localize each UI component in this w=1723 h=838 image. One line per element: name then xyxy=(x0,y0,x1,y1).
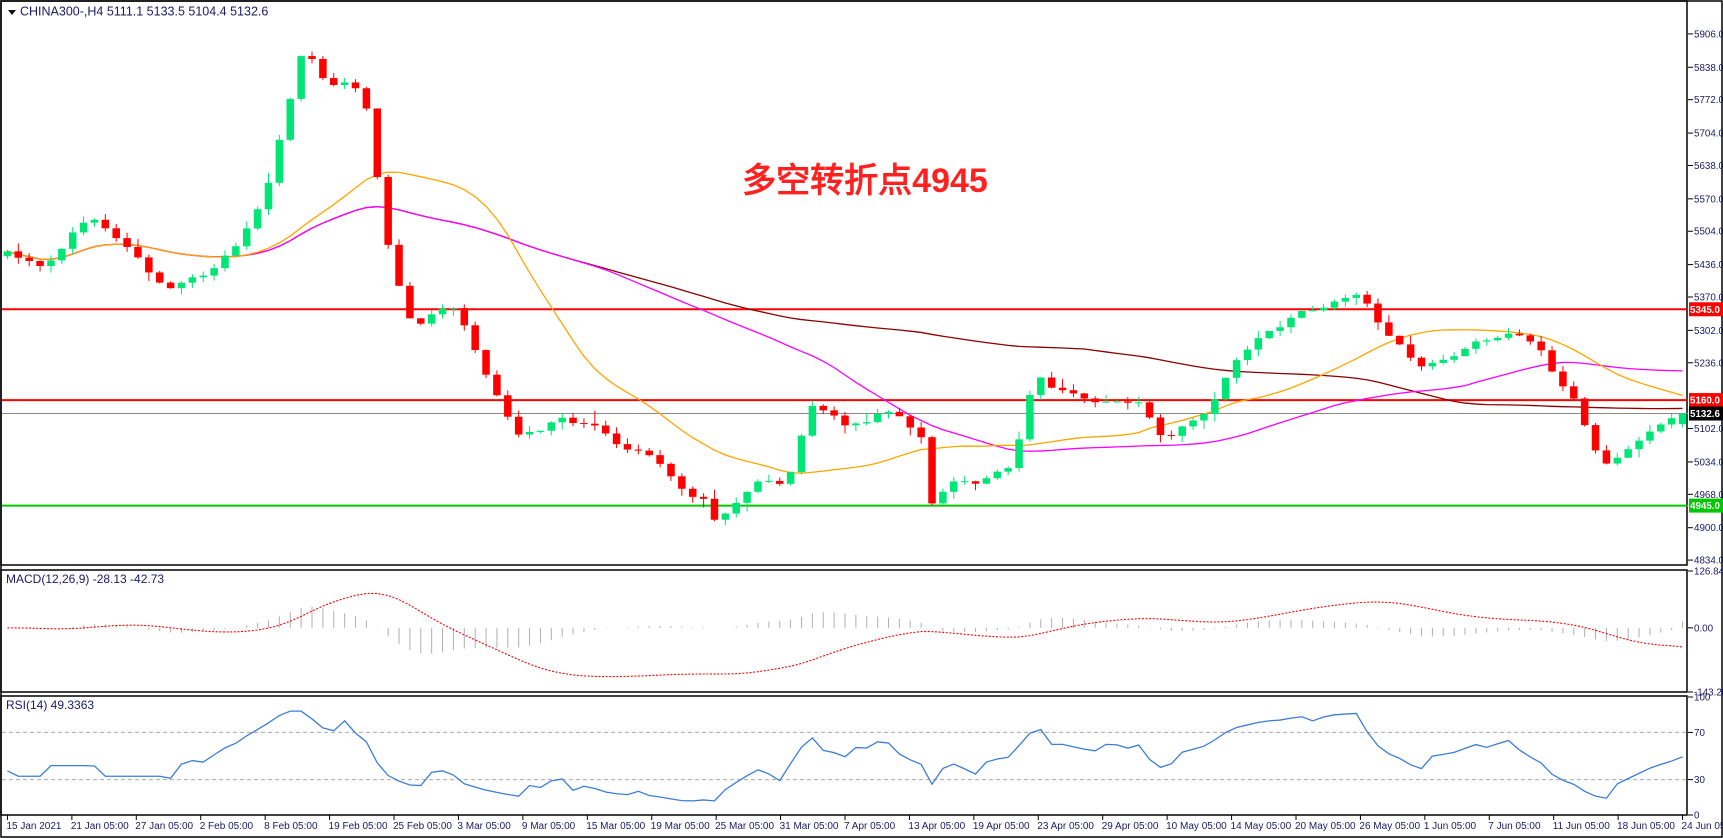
svg-text:5772.0: 5772.0 xyxy=(1694,95,1723,106)
svg-text:9 Mar 05:00: 9 Mar 05:00 xyxy=(522,821,576,832)
svg-text:多空转折点4945: 多空转折点4945 xyxy=(742,162,988,200)
svg-text:126.84: 126.84 xyxy=(1694,567,1723,578)
svg-text:5436.0: 5436.0 xyxy=(1694,260,1723,271)
svg-text:25 Mar 05:00: 25 Mar 05:00 xyxy=(715,821,774,832)
svg-text:5160.0: 5160.0 xyxy=(1690,396,1721,407)
svg-text:19 Apr 05:00: 19 Apr 05:00 xyxy=(973,821,1030,832)
svg-text:30: 30 xyxy=(1694,775,1705,786)
svg-text:100: 100 xyxy=(1694,693,1711,704)
svg-text:31 Mar 05:00: 31 Mar 05:00 xyxy=(780,821,839,832)
svg-text:11 Jun 05:00: 11 Jun 05:00 xyxy=(1553,821,1611,832)
svg-text:5704.0: 5704.0 xyxy=(1694,129,1723,140)
svg-text:7 Apr 05:00: 7 Apr 05:00 xyxy=(844,821,896,832)
svg-text:26 May 05:00: 26 May 05:00 xyxy=(1359,821,1420,832)
svg-text:4900.0: 4900.0 xyxy=(1694,523,1723,534)
svg-text:5345.0: 5345.0 xyxy=(1690,305,1721,316)
svg-text:23 Apr 05:00: 23 Apr 05:00 xyxy=(1037,821,1094,832)
svg-text:24 Jun 05:00: 24 Jun 05:00 xyxy=(1682,821,1723,832)
svg-text:4834.0: 4834.0 xyxy=(1694,556,1723,567)
svg-text:5570.0: 5570.0 xyxy=(1694,194,1723,205)
svg-text:CHINA300-,H4 5111.1 5133.5 5: CHINA300-,H4 5111.1 5133.5 5104.4 5132.6 xyxy=(20,5,268,19)
svg-text:15 Jan 2021: 15 Jan 2021 xyxy=(6,821,61,832)
svg-text:21 Jan 05:00: 21 Jan 05:00 xyxy=(71,821,129,832)
svg-text:5504.0: 5504.0 xyxy=(1694,227,1723,238)
svg-text:14 May 05:00: 14 May 05:00 xyxy=(1231,821,1292,832)
svg-text:4945.0: 4945.0 xyxy=(1690,501,1721,512)
svg-text:27 Jan 05:00: 27 Jan 05:00 xyxy=(135,821,193,832)
svg-text:13 Apr 05:00: 13 Apr 05:00 xyxy=(908,821,965,832)
svg-text:19 Mar 05:00: 19 Mar 05:00 xyxy=(651,821,710,832)
svg-text:5102.0: 5102.0 xyxy=(1694,424,1723,435)
svg-text:10 May 05:00: 10 May 05:00 xyxy=(1166,821,1227,832)
svg-text:15 Mar 05:00: 15 Mar 05:00 xyxy=(586,821,645,832)
svg-text:3 Mar 05:00: 3 Mar 05:00 xyxy=(457,821,511,832)
svg-text:8 Feb 05:00: 8 Feb 05:00 xyxy=(264,821,318,832)
svg-text:5236.0: 5236.0 xyxy=(1694,358,1723,369)
svg-text:20 May 05:00: 20 May 05:00 xyxy=(1295,821,1356,832)
svg-text:25 Feb 05:00: 25 Feb 05:00 xyxy=(393,821,452,832)
svg-text:5034.0: 5034.0 xyxy=(1694,457,1723,468)
svg-text:5132.6: 5132.6 xyxy=(1690,409,1721,420)
svg-text:5302.0: 5302.0 xyxy=(1694,326,1723,337)
svg-text:18 Jun 05:00: 18 Jun 05:00 xyxy=(1617,821,1675,832)
svg-text:29 Apr 05:00: 29 Apr 05:00 xyxy=(1102,821,1159,832)
svg-text:0: 0 xyxy=(1694,811,1700,822)
svg-text:5370.0: 5370.0 xyxy=(1694,293,1723,304)
svg-text:RSI(14) 49.3363: RSI(14) 49.3363 xyxy=(6,698,94,712)
svg-text:2 Feb 05:00: 2 Feb 05:00 xyxy=(200,821,254,832)
svg-text:1 Jun 05:00: 1 Jun 05:00 xyxy=(1424,821,1477,832)
svg-text:0.00: 0.00 xyxy=(1694,623,1714,634)
svg-text:7 Jun 05:00: 7 Jun 05:00 xyxy=(1488,821,1541,832)
svg-text:19 Feb 05:00: 19 Feb 05:00 xyxy=(329,821,388,832)
svg-text:5638.0: 5638.0 xyxy=(1694,161,1723,172)
svg-text:70: 70 xyxy=(1694,728,1705,739)
svg-text:5838.0: 5838.0 xyxy=(1694,63,1723,74)
svg-text:5906.0: 5906.0 xyxy=(1694,29,1723,40)
svg-text:MACD(12,26,9) -28.13 -42.73: MACD(12,26,9) -28.13 -42.73 xyxy=(6,572,164,586)
